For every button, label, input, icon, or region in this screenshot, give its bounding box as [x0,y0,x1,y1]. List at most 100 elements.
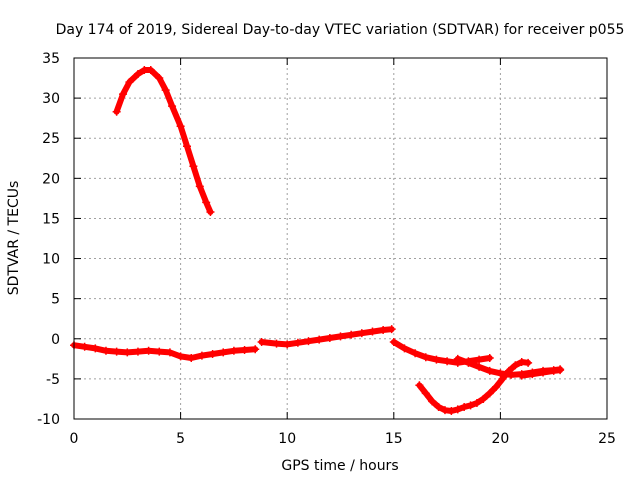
series-arc-dip [415,358,533,415]
data-point [379,325,388,334]
data-point [432,355,441,364]
data-point [257,337,266,346]
data-point [325,333,334,342]
data-point [472,398,481,407]
data-point [272,339,281,348]
data-point [176,122,185,131]
data-point [206,208,215,217]
data-point [447,406,456,415]
data-point [80,342,89,351]
series-line [416,359,532,414]
data-point [168,102,177,111]
data-point [511,361,520,370]
x-tick-label: 0 [70,431,79,447]
y-tick-label: 10 [42,252,60,268]
y-tick-label: -5 [46,372,60,388]
data-point [492,382,501,391]
data-point [144,346,153,355]
data-point [485,389,494,398]
data-point [315,335,324,344]
data-point [357,329,366,338]
data-point [202,198,211,207]
data-point [428,397,437,406]
data-point [182,142,191,151]
y-tick-label: 0 [51,332,60,348]
data-point [189,162,198,171]
data-point [125,78,134,87]
x-tick-label: 5 [176,431,185,447]
data-point [539,368,548,377]
chart-title: Day 174 of 2019, Sidereal Day-to-day VTE… [56,22,625,38]
series-line [113,67,214,215]
series-line [390,339,493,366]
data-point [304,337,313,346]
data-point [421,353,430,362]
data-point [517,371,526,380]
data-point [347,330,356,339]
data-point [400,344,409,353]
data-point [443,357,452,366]
data-point [208,350,217,359]
series-arc-main [70,341,260,363]
data-point [161,86,170,95]
x-axis-label: GPS time / hours [281,458,398,474]
data-point [475,362,484,371]
y-tick-label: 15 [42,211,60,227]
plot-frame [73,57,608,420]
data-point [496,369,505,378]
y-tick-label: -10 [37,412,60,428]
data-point [466,401,475,410]
data-point [146,66,155,75]
data-point [453,354,462,363]
data-point [528,370,537,379]
data-point [195,182,204,191]
data-point [176,352,185,361]
data-point [464,358,473,367]
data-point [415,381,424,390]
data-point [434,402,443,411]
series-arc-late [389,337,494,367]
data-point [387,325,396,334]
data-point [293,338,302,347]
y-tick-label: 30 [42,91,60,107]
data-point [251,345,260,354]
data-point [485,366,494,375]
data-point [507,370,516,379]
data-point [165,348,174,357]
data-point [123,348,132,357]
data-point [368,327,377,336]
series-arc-high [112,66,215,217]
data-point [440,406,449,415]
data-point [336,332,345,341]
y-tick-label: 20 [42,171,60,187]
data-point [453,405,462,414]
x-tick-label: 20 [491,431,509,447]
data-point [479,394,488,403]
axis-tick-labels: 0 5 10 15 20 25 -10 -5 0 5 10 15 20 25 30 35 [37,51,616,447]
data-point [421,389,430,398]
data-point [283,340,292,349]
data-point [411,349,420,358]
data-point [112,347,121,356]
y-tick-label: 35 [42,51,60,67]
data-point [485,354,494,363]
data-series-layer [70,66,565,415]
series-arc-mid [257,325,396,349]
data-point [155,74,164,83]
data-point [524,358,533,367]
data-point [389,337,398,346]
data-point [119,90,128,99]
series-arc-tail [517,366,565,380]
data-point [133,70,142,79]
data-point [240,346,249,355]
data-point [187,354,196,363]
data-point [460,402,469,411]
data-point [91,344,100,353]
axis-ticks [73,57,608,420]
x-tick-label: 15 [385,431,403,447]
data-point [133,347,142,356]
data-point [229,346,238,355]
x-tick-label: 25 [598,431,616,447]
data-point [155,347,164,356]
